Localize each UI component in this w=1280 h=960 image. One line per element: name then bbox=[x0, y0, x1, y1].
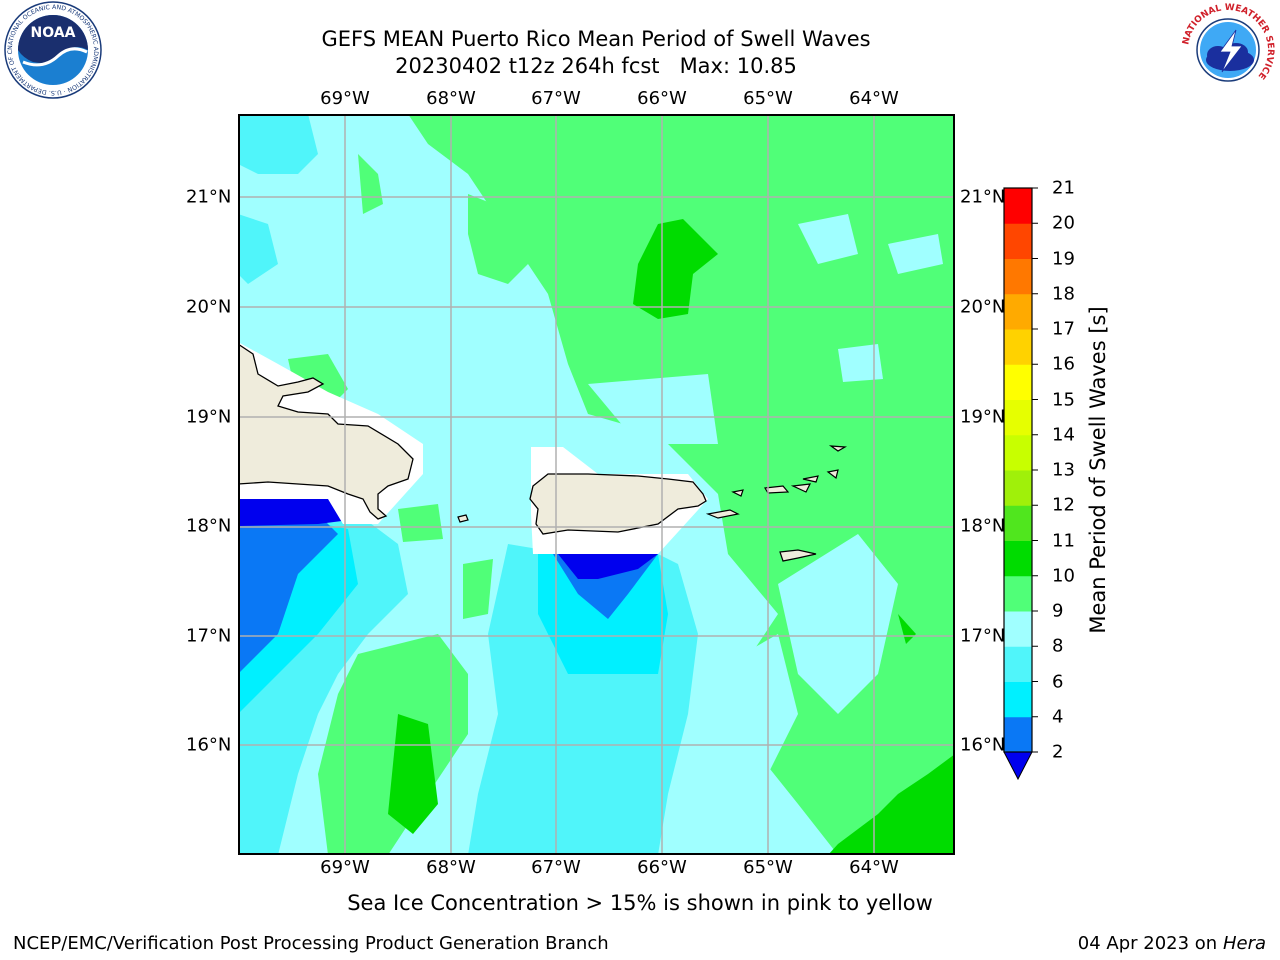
chart-title-line1: GEFS MEAN Puerto Rico Mean Period of Swe… bbox=[321, 27, 871, 51]
colorbar-extend-min bbox=[1003, 751, 1033, 781]
field-9-10s-mona bbox=[398, 504, 443, 542]
field-10-11s-d bbox=[388, 714, 438, 834]
graticule bbox=[238, 114, 955, 855]
lat-label-right-2: 20°N bbox=[960, 296, 1006, 318]
date-stamp: 04 Apr 2023 on Hera bbox=[1077, 933, 1266, 954]
lon-label-top-3: 67°W bbox=[531, 88, 581, 109]
colorbar-segment bbox=[1004, 364, 1032, 400]
colorbar-tick-label: 12 bbox=[1052, 494, 1075, 516]
field-8-9s-inlet-e2 bbox=[838, 344, 883, 382]
island-vi-3 bbox=[802, 475, 819, 483]
field-lt2s-sw bbox=[238, 499, 358, 526]
field-6-8s-nw bbox=[238, 114, 318, 174]
sea-ice-footnote: Sea Ice Concentration > 15% is shown in … bbox=[347, 891, 933, 915]
lon-label-bottom-6: 64°W bbox=[849, 857, 899, 878]
colorbar-label: Mean Period of Swell Waves [s] bbox=[1086, 306, 1110, 634]
lat-label-left-5: 17°N bbox=[186, 625, 232, 647]
field-10-11s-b bbox=[828, 754, 955, 855]
island-vi-2 bbox=[790, 483, 812, 493]
colorbar-tick-label: 20 bbox=[1052, 212, 1075, 234]
colorbar-tick-label: 13 bbox=[1052, 459, 1075, 481]
island-anegada bbox=[828, 445, 848, 452]
field-6-8s-nw2 bbox=[238, 214, 278, 284]
colorbar bbox=[1003, 187, 1038, 781]
chart-title-line2: 20230402 t12z 264h fcst Max: 10.85 bbox=[395, 54, 797, 78]
field-8-9s-inlet-east bbox=[778, 534, 898, 714]
colorbar-segment bbox=[1004, 293, 1032, 330]
field-8-9s-inlet-mid bbox=[588, 374, 718, 444]
colorbar-tick-label: 8 bbox=[1052, 635, 1064, 657]
colorbar-tick-label: 15 bbox=[1052, 389, 1075, 410]
lon-label-bottom-4: 66°W bbox=[637, 857, 687, 878]
colorbar-segment bbox=[1004, 575, 1032, 612]
noaa-logo: NATIONAL OCEANIC AND ATMOSPHERIC ADMINIS… bbox=[3, 0, 102, 99]
lon-label-top-2: 68°W bbox=[426, 88, 476, 109]
colorbar-tick-label: 18 bbox=[1052, 283, 1075, 305]
island-mona bbox=[457, 514, 469, 523]
field-9-10s-n-west bbox=[468, 194, 528, 284]
colorbar-segment bbox=[1004, 434, 1032, 471]
lat-label-right-6: 16°N bbox=[960, 734, 1006, 756]
colorbar-tick-label: 4 bbox=[1052, 706, 1064, 728]
field-2-4s-sw bbox=[238, 514, 338, 674]
lat-label-right-3: 19°N bbox=[960, 406, 1006, 428]
lat-label-right-5: 17°N bbox=[960, 625, 1006, 647]
colorbar-tick-label: 14 bbox=[1052, 424, 1075, 446]
colorbar-tick-label: 11 bbox=[1052, 530, 1075, 551]
map-frame bbox=[238, 114, 955, 855]
colorbar-tick-label: 10 bbox=[1052, 565, 1075, 587]
colorbar-segment bbox=[1004, 329, 1032, 365]
lat-label-left-3: 19°N bbox=[186, 406, 232, 428]
colorbar-segment bbox=[1004, 646, 1032, 682]
nws-logo: NATIONAL WEATHER SERVICE bbox=[1181, 3, 1275, 97]
island-vi-4 bbox=[826, 469, 839, 480]
colorbar-tick-label: 9 bbox=[1052, 600, 1064, 622]
swell-period-map bbox=[238, 114, 955, 855]
field-9-10s-n-west2 bbox=[358, 154, 383, 214]
colorbar-segment bbox=[1004, 716, 1032, 753]
lon-label-bottom-2: 68°W bbox=[426, 857, 476, 878]
lat-label-right-4: 18°N bbox=[960, 515, 1006, 537]
lon-label-top-1: 69°W bbox=[320, 88, 370, 109]
island-stcroix bbox=[779, 549, 817, 562]
lat-label-left-2: 20°N bbox=[186, 296, 232, 318]
svg-text:NOAA: NOAA bbox=[31, 25, 76, 41]
lon-label-bottom-5: 65°W bbox=[743, 857, 793, 878]
colorbar-tick-label: 17 bbox=[1052, 318, 1075, 340]
lat-label-right-1: 21°N bbox=[960, 186, 1006, 208]
lon-label-top-6: 64°W bbox=[849, 88, 899, 109]
colorbar-segment bbox=[1004, 223, 1032, 259]
colorbar-tick-label: 21 bbox=[1052, 177, 1075, 199]
field-lt2s-s bbox=[558, 554, 658, 579]
colorbar-segment bbox=[1004, 470, 1032, 506]
colorbar-segment bbox=[1004, 399, 1032, 436]
colorbar-segment bbox=[1004, 611, 1032, 647]
field-9-10s-s2 bbox=[463, 559, 493, 619]
field-8-9s-inlet-ne2 bbox=[888, 234, 943, 274]
colorbar-segment bbox=[1004, 505, 1032, 541]
lat-label-left-4: 18°N bbox=[186, 515, 232, 537]
credit-text: NCEP/EMC/Verification Post Processing Pr… bbox=[13, 933, 609, 954]
field-8-9s-south-tongue bbox=[688, 634, 798, 814]
island-culebra bbox=[731, 489, 744, 497]
lon-label-bottom-1: 69°W bbox=[320, 857, 370, 878]
lat-label-left-6: 16°N bbox=[186, 734, 232, 756]
colorbar-segment bbox=[1004, 258, 1032, 295]
island-vieques bbox=[705, 509, 740, 519]
lat-label-left-1: 21°N bbox=[186, 186, 232, 208]
system-name: Hera bbox=[1222, 933, 1266, 954]
colorbar-segment bbox=[1004, 681, 1032, 718]
lon-label-bottom-3: 67°W bbox=[531, 857, 581, 878]
colorbar-segment bbox=[1004, 188, 1032, 224]
colorbar-segment bbox=[1004, 540, 1032, 577]
colorbar-tick-label: 19 bbox=[1052, 248, 1075, 269]
field-8-9s-inlet-ne bbox=[798, 214, 858, 264]
field-10-11s-a bbox=[633, 219, 718, 319]
colorbar-tick-label: 16 bbox=[1052, 353, 1075, 375]
colorbar-tick-label: 6 bbox=[1052, 671, 1064, 692]
island-vi-1 bbox=[764, 485, 790, 494]
colorbar-tick-label: 2 bbox=[1052, 741, 1064, 763]
lon-label-top-5: 65°W bbox=[743, 88, 793, 109]
lon-label-top-4: 66°W bbox=[637, 88, 687, 109]
